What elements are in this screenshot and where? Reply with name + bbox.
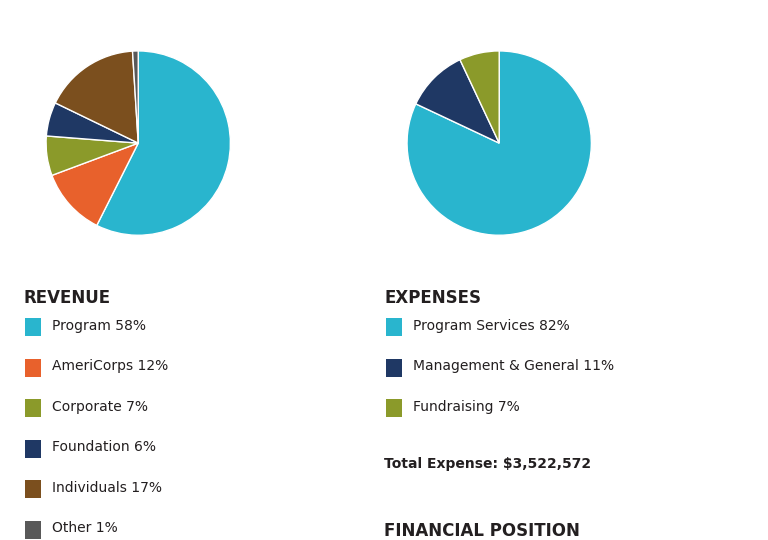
- Text: REVENUE: REVENUE: [23, 289, 110, 307]
- Text: FINANCIAL POSITION: FINANCIAL POSITION: [384, 522, 580, 539]
- Wedge shape: [55, 51, 138, 143]
- Text: Other 1%: Other 1%: [52, 521, 118, 535]
- Text: Total Expense: $3,522,572: Total Expense: $3,522,572: [384, 457, 591, 471]
- Text: Foundation 6%: Foundation 6%: [52, 440, 156, 454]
- Wedge shape: [52, 143, 138, 225]
- Text: EXPENSES: EXPENSES: [384, 289, 481, 307]
- Text: Fundraising 7%: Fundraising 7%: [413, 400, 520, 414]
- Wedge shape: [97, 51, 230, 235]
- Text: Corporate 7%: Corporate 7%: [52, 400, 148, 414]
- Wedge shape: [415, 60, 499, 143]
- Wedge shape: [46, 103, 138, 143]
- Wedge shape: [460, 51, 499, 143]
- Wedge shape: [46, 136, 138, 176]
- Text: Program Services 82%: Program Services 82%: [413, 319, 570, 333]
- Text: AmeriCorps 12%: AmeriCorps 12%: [52, 359, 168, 373]
- Wedge shape: [133, 51, 138, 143]
- Text: Individuals 17%: Individuals 17%: [52, 481, 162, 495]
- Text: Management & General 11%: Management & General 11%: [413, 359, 614, 373]
- Wedge shape: [407, 51, 591, 235]
- Text: Program 58%: Program 58%: [52, 319, 146, 333]
